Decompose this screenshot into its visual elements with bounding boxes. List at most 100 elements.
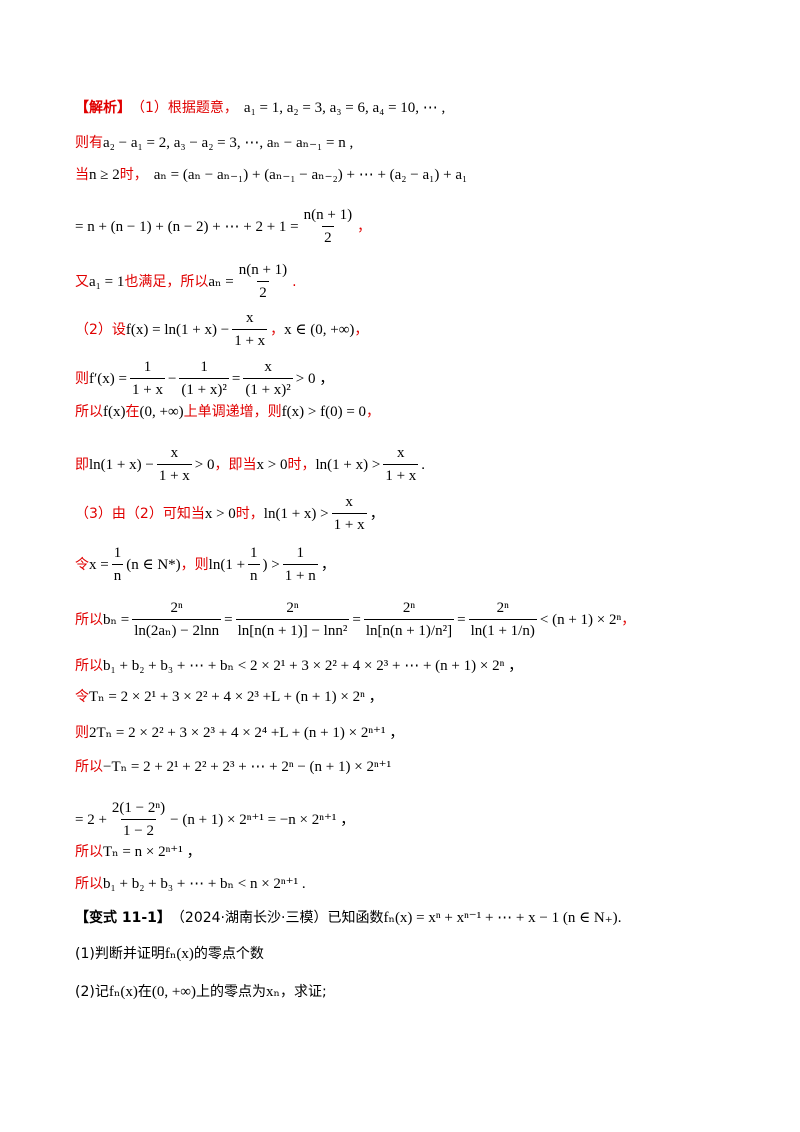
formula: fₙ(x) xyxy=(164,946,194,962)
solution-line-14: 令 Tₙ = 2 × 2¹ + 3 × 2² + 4 × 2³ +L + (n … xyxy=(75,687,735,707)
formula: x > 0 xyxy=(256,456,288,473)
solution-line-15: 则 2Tₙ = 2 × 2² + 3 × 2³ + 4 × 2⁴ +L + (n… xyxy=(75,723,735,743)
text: 时， xyxy=(287,456,316,473)
solution-line-16: 所以 −Tₙ = 2 + 2¹ + 2² + 2³ + ⋯ + 2ⁿ − (n … xyxy=(75,757,735,777)
formula: (n ∈ N*) xyxy=(126,556,181,573)
formula: Tₙ = n × 2ⁿ⁺¹ ， xyxy=(103,844,202,860)
formula: n ≥ 2 xyxy=(89,167,120,183)
formula: −Tₙ = 2 + 2¹ + 2² + 2³ + ⋯ + 2ⁿ − (n + 1… xyxy=(103,759,392,775)
text: ，求证; xyxy=(279,984,327,1000)
question-part-2: (2)记 fₙ(x) 在 (0, +∞) 上的零点为 xₙ ，求证; xyxy=(75,982,735,1002)
variant-label: 【变式 11-1】 xyxy=(75,910,171,926)
solution-line-12: 所以 bₙ = 2ⁿ ln(2aₙ) − 2lnn = 2ⁿ ln[n(n + 1)… xyxy=(75,600,636,639)
formula: a₂ − a₁ = 2, a₃ − a₂ = 3, ⋯, aₙ − aₙ₋₁ =… xyxy=(103,135,354,151)
solution-line-19: 所以 b₁ + b₂ + b₃ + ⋯ + bₙ < n × 2ⁿ⁺¹ . xyxy=(75,874,735,894)
text: 所以 xyxy=(75,759,103,775)
formula: = n + (n − 1) + (n − 2) + ⋯ + 2 + 1 = xyxy=(75,218,299,235)
formula: ln(1 + xyxy=(208,556,246,573)
formula: < (n + 1) × 2ⁿ xyxy=(539,611,622,628)
formula: Tₙ = 2 × 2¹ + 3 × 2² + 4 × 2³ +L + (n + … xyxy=(89,689,384,705)
formula: aₙ = (aₙ − aₙ₋₁) + (aₙ₋₁ − aₙ₋₂) + ⋯ + (… xyxy=(153,167,468,183)
formula: ln(1 + x) > xyxy=(315,456,381,473)
variant-heading: 【变式 11-1】 （2024·湖南长沙·三模）已知函数 fₙ(x) = xⁿ … xyxy=(75,908,735,928)
text: （2）设 xyxy=(75,321,126,338)
text: ，即当 xyxy=(214,456,257,473)
formula: = 2 + xyxy=(75,811,107,828)
text: 令 xyxy=(75,556,89,573)
formula: > 0 xyxy=(194,456,215,473)
text: 上单调递增，则 xyxy=(183,404,282,420)
formula: . xyxy=(421,456,426,473)
formula: fₙ(x) xyxy=(108,984,138,1000)
solution-line-5: 又 a₁ = 1 也满足，所以 aₙ = n(n + 1) 2 . xyxy=(75,260,735,303)
solution-line-4: = n + (n − 1) + (n − 2) + ⋯ + 2 + 1 = n(… xyxy=(75,205,735,248)
formula: b₁ + b₂ + b₃ + ⋯ + bₙ < 2 × 2¹ + 3 × 2² … xyxy=(103,658,524,674)
fraction: x (1 + x)² xyxy=(243,359,293,398)
formula: 2Tₙ = 2 × 2² + 3 × 2³ + 4 × 2⁴ +L + (n +… xyxy=(89,725,405,741)
text: (2)记 xyxy=(75,984,109,1000)
formula: (0, +∞) xyxy=(139,404,184,420)
fraction: n(n + 1) 2 xyxy=(238,262,288,301)
formula: − (n + 1) × 2ⁿ⁺¹ = −n × 2ⁿ⁺¹ ， xyxy=(170,811,356,828)
formula: x = xyxy=(89,556,109,573)
text: ，则 xyxy=(180,556,209,573)
solution-line-1: 【解析】 （1）根据题意， a₁ = 1, a₂ = 3, a₃ = 6, a₄… xyxy=(75,98,735,118)
formula: f(x) = ln(1 + x) − xyxy=(125,321,230,338)
formula: ， xyxy=(320,556,336,573)
solution-label: 【解析】 xyxy=(75,100,131,116)
text: 当 xyxy=(75,167,89,183)
formula: f(x) > f(0) = 0 xyxy=(281,404,367,420)
formula: ， xyxy=(369,505,385,522)
text: （3）由（2）可知当 xyxy=(75,505,205,522)
formula: ln(1 + x) − xyxy=(89,456,154,473)
text: ， xyxy=(621,611,636,628)
text: 时， xyxy=(235,505,264,522)
text: 则有 xyxy=(75,135,103,151)
text: 所以 xyxy=(75,404,103,420)
formula: x ∈ (0, +∞) xyxy=(284,321,355,338)
formula: . xyxy=(617,910,622,926)
text: 又 xyxy=(75,273,89,290)
fraction: 2ⁿ ln[n(n + 1)/n²] xyxy=(363,600,455,639)
formula: b₁ + b₂ + b₃ + ⋯ + bₙ < n × 2ⁿ⁺¹ . xyxy=(103,876,306,892)
formula: x > 0 xyxy=(204,505,236,522)
text: (1)判断并证明 xyxy=(75,946,165,962)
formula: aₙ = xyxy=(208,273,234,290)
text: 所以 xyxy=(75,611,103,628)
fraction: 2ⁿ ln[n(n + 1)] − lnn² xyxy=(235,600,350,639)
text: ， xyxy=(366,404,381,420)
fraction: 1 (1 + x)² xyxy=(179,359,229,398)
solution-line-17: = 2 + 2(1 − 2ⁿ) 1 − 2 − (n + 1) × 2ⁿ⁺¹ = … xyxy=(75,798,735,841)
solution-line-8: 所以 f(x) 在 (0, +∞) 上单调递增，则 f(x) > f(0) = … xyxy=(75,402,735,422)
text: 则 xyxy=(75,370,89,387)
fraction: 2ⁿ ln(1 + 1/n) xyxy=(468,600,537,639)
formula: ) > xyxy=(262,556,280,573)
fraction: n(n + 1) 2 xyxy=(303,207,353,246)
formula: xₙ xyxy=(265,984,280,1000)
solution-line-18: 所以 Tₙ = n × 2ⁿ⁺¹ ， xyxy=(75,842,735,862)
formula: f′(x) = xyxy=(89,370,127,387)
text: ， xyxy=(270,321,285,338)
formula: f(x) xyxy=(103,404,126,420)
question-part-1: (1)判断并证明 fₙ(x) 的零点个数 xyxy=(75,944,735,964)
solution-line-13: 所以 b₁ + b₂ + b₃ + ⋯ + bₙ < 2 × 2¹ + 3 × … xyxy=(75,656,735,676)
text: ， xyxy=(357,218,372,235)
formula: − xyxy=(167,370,177,387)
solution-line-3: 当 n ≥ 2 时， aₙ = (aₙ − aₙ₋₁) + (aₙ₋₁ − aₙ… xyxy=(75,165,735,185)
formula: fₙ(x) = xⁿ + xⁿ⁻¹ + ⋯ + x − 1 (n ∈ N₊) xyxy=(383,910,618,926)
formula: ln(1 + x) > xyxy=(263,505,329,522)
text: 即 xyxy=(75,456,89,473)
text: 令 xyxy=(75,689,89,705)
formula: a₁ = 1 xyxy=(89,273,125,290)
